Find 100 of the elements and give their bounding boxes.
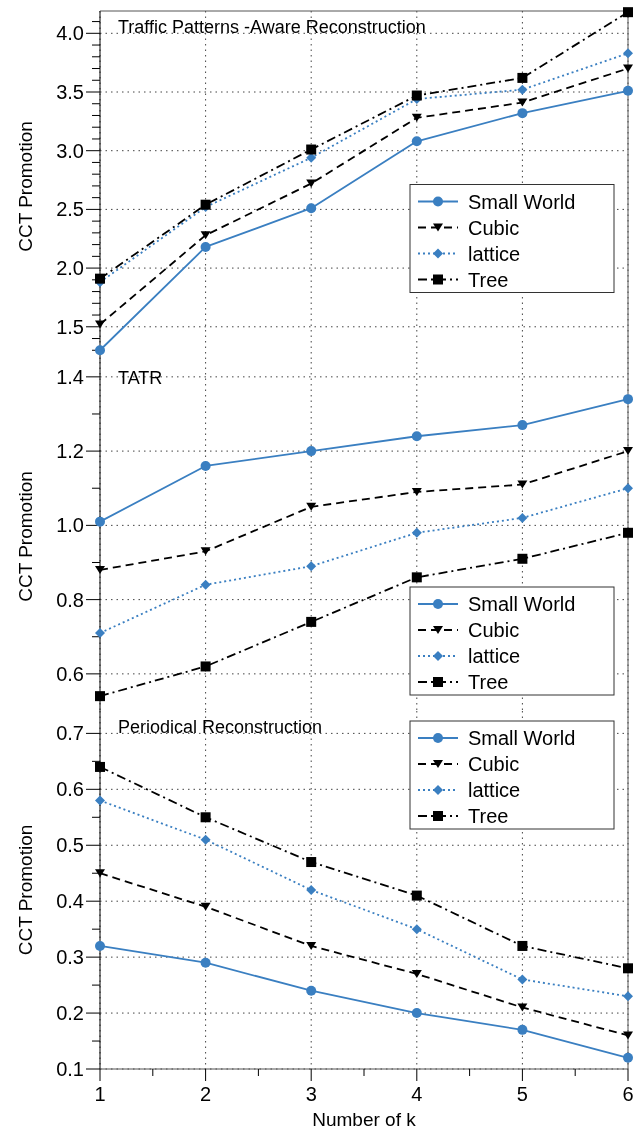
point [200, 902, 211, 911]
point [200, 661, 211, 672]
point [306, 144, 317, 155]
point [306, 502, 317, 511]
point [200, 241, 211, 252]
legend-label: Cubic [468, 619, 520, 641]
point [517, 84, 528, 95]
point [306, 985, 317, 996]
legend-label: Small World [468, 190, 576, 213]
y-tick-label: 0.7 [56, 722, 84, 745]
point [517, 420, 528, 431]
point [200, 812, 211, 823]
legend-label: lattice [468, 779, 521, 801]
point [95, 761, 105, 772]
x-tick-label: 4 [411, 1083, 423, 1105]
x-tick-label: 1 [94, 1083, 106, 1105]
y-tick-label: 1.4 [56, 365, 84, 388]
point [623, 963, 633, 974]
y-tick-label: 0.3 [56, 946, 84, 969]
legend-label: Small World [468, 727, 576, 749]
point [517, 974, 528, 985]
legend-label: Tree [468, 805, 509, 827]
point [517, 1024, 528, 1035]
point [95, 795, 105, 806]
point [411, 113, 422, 122]
point [200, 579, 211, 590]
point [306, 561, 317, 572]
point [95, 345, 105, 356]
point [306, 885, 317, 895]
point [623, 991, 633, 1002]
point [95, 516, 105, 527]
point [200, 957, 211, 968]
legend-label: Cubic [468, 216, 520, 239]
y-tick-label: 0.4 [56, 890, 84, 913]
y-tick-label: 0.8 [56, 588, 84, 611]
x-tick-label: 3 [305, 1083, 317, 1105]
point [411, 136, 422, 147]
x-tick-label: 6 [622, 1083, 634, 1105]
y-tick-label: 0.6 [56, 662, 84, 685]
point [411, 924, 422, 935]
point [411, 969, 422, 978]
chart-title: Traffic Patterns -Aware Reconstruction [118, 17, 426, 37]
point [623, 48, 633, 59]
y-tick-label: 4.0 [56, 22, 84, 45]
y-tick-label: 0.1 [56, 1058, 84, 1080]
legend-label: Cubic [468, 753, 520, 775]
point [95, 691, 105, 702]
point [411, 527, 422, 538]
point [200, 231, 211, 240]
point [95, 869, 105, 878]
legend-label: lattice [468, 242, 521, 265]
legend-label: Tree [468, 671, 509, 693]
y-tick-label: 1.0 [56, 514, 84, 537]
y-tick-label: 0.6 [56, 778, 84, 801]
point [306, 616, 317, 627]
y-tick-label: 3.0 [56, 139, 84, 162]
y-tick-label: 2.5 [56, 198, 84, 221]
chart-title: TATR [118, 368, 163, 388]
point [411, 487, 422, 496]
point [95, 565, 105, 574]
point [306, 446, 317, 457]
y-tick-label: 2.0 [56, 257, 84, 280]
point [411, 1008, 422, 1019]
y-tick-label: 1.5 [56, 315, 84, 338]
point [517, 98, 528, 107]
point [623, 394, 633, 405]
y-tick-label: 1.2 [56, 440, 84, 463]
y-tick-label: 3.5 [56, 81, 84, 103]
point [517, 108, 528, 119]
point [517, 72, 528, 83]
y-axis-title: CCT Promotion [15, 471, 36, 602]
x-tick-label: 5 [516, 1083, 528, 1105]
point [306, 941, 317, 950]
point [411, 572, 422, 583]
point [95, 273, 105, 284]
point [200, 547, 211, 556]
point [411, 90, 422, 101]
chart-title: Periodical Reconstruction [118, 717, 323, 737]
y-axis-title: CCT Promotion [15, 824, 36, 956]
point [623, 64, 633, 73]
point [411, 431, 422, 442]
point [623, 483, 633, 494]
point [623, 7, 633, 18]
point [95, 940, 105, 951]
point [200, 460, 211, 471]
point [95, 628, 105, 639]
legend-label: Small World [468, 593, 576, 615]
point [517, 1003, 528, 1012]
x-axis-title: Number of k [312, 1109, 417, 1130]
y-tick-label: 0.2 [56, 1002, 84, 1025]
point [200, 834, 211, 845]
point [623, 1052, 633, 1063]
point [517, 512, 528, 523]
point [623, 85, 633, 96]
point [306, 857, 317, 868]
point [411, 890, 422, 901]
y-tick-label: 0.5 [56, 834, 84, 857]
x-tick-label: 2 [200, 1083, 212, 1105]
point [306, 203, 317, 214]
legend-label: lattice [468, 645, 521, 667]
